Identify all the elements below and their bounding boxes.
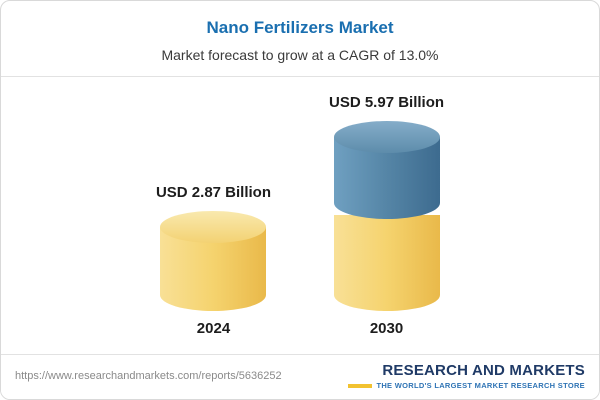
- logo-tagline-row: THE WORLD'S LARGEST MARKET RESEARCH STOR…: [348, 381, 585, 390]
- chart-title: Nano Fertilizers Market: [206, 18, 394, 37]
- value-label-2024: USD 2.87 Billion: [155, 184, 271, 201]
- logo-accent-bar: [348, 383, 373, 388]
- cylinder-bar-2030: [333, 121, 440, 311]
- chart-subtitle: Market forecast to grow at a CAGR of 13.…: [161, 47, 439, 63]
- research-and-markets-logo: RESEARCH AND MARKETS THE WORLD'S LARGEST…: [348, 362, 585, 390]
- footer-row: https://www.researchandmarkets.com/repor…: [1, 355, 599, 399]
- bar-group-2030: USD 5.97 Billion 2030: [329, 94, 444, 349]
- cylinder-bar-2024: [160, 211, 267, 311]
- footer-divider: [1, 354, 599, 355]
- report-url: https://www.researchandmarkets.com/repor…: [15, 370, 282, 382]
- card-footer: https://www.researchandmarkets.com/repor…: [1, 354, 599, 399]
- category-label-2030: 2030: [369, 320, 404, 337]
- cylinder-top-2024: [160, 211, 267, 243]
- bar-group-2024: USD 2.87 Billion 2024: [156, 184, 271, 349]
- bar-chart: USD 2.87 Billion 2024 USD 5.97 Billion 2…: [1, 77, 599, 349]
- cylinder-top-2030: [333, 121, 440, 153]
- chart-header: Nano Fertilizers Market Market forecast …: [1, 1, 599, 63]
- cylinder-body-yellow-2030: [333, 215, 440, 311]
- category-label-2024: 2024: [196, 320, 231, 337]
- header-divider: [1, 76, 599, 77]
- logo-tagline: THE WORLD'S LARGEST MARKET RESEARCH STOR…: [376, 381, 585, 390]
- value-label-2030: USD 5.97 Billion: [329, 94, 445, 111]
- logo-title: RESEARCH AND MARKETS: [382, 362, 585, 379]
